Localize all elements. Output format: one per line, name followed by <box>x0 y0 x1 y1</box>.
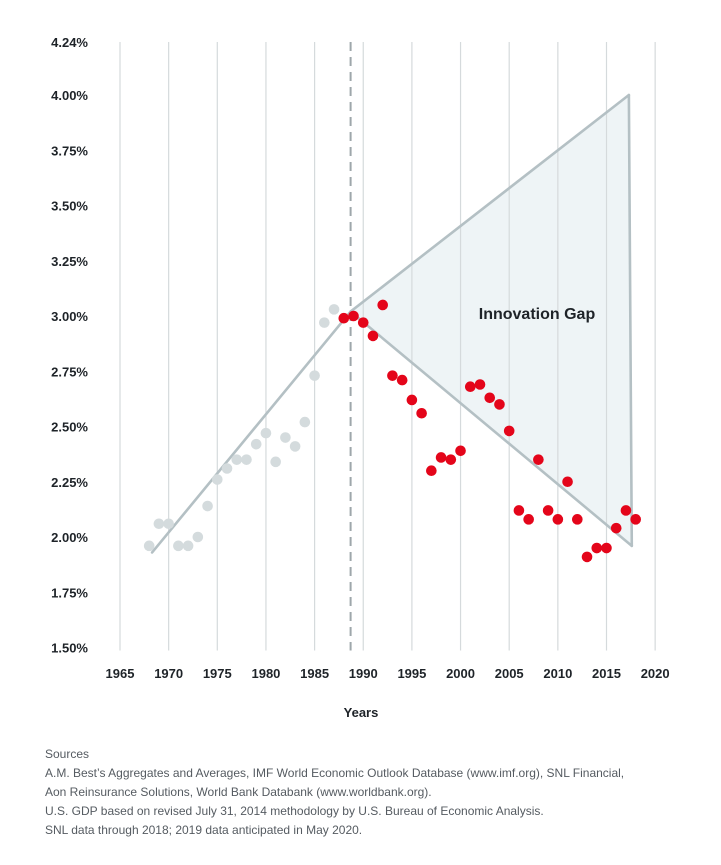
chart-area: 1.50% 1.75% 2.00% 2.25% 2.50% 2.75% 3.00% 3.25%… <box>51 35 670 720</box>
data-point <box>474 379 486 390</box>
source-line: U.S. GDP based on revised July 31, 2014 … <box>45 804 544 818</box>
data-point <box>377 299 389 311</box>
data-point <box>513 505 525 516</box>
source-line: Aon Reinsurance Solutions, World Bank Da… <box>45 785 432 799</box>
data-point <box>357 317 369 328</box>
data-point <box>241 454 252 465</box>
x-tick-label: 1970 <box>154 666 183 681</box>
x-axis-ticks: 1965 1970 1975 1980 1985 1990 1995 2000 2005 2010… <box>106 666 670 681</box>
data-point <box>299 416 311 428</box>
data-point <box>328 304 340 315</box>
data-point <box>610 522 622 534</box>
data-point <box>202 500 213 512</box>
data-point <box>435 452 447 463</box>
x-tick-label: 2015 <box>592 666 621 681</box>
x-tick-label: 2000 <box>446 666 475 681</box>
data-point <box>601 542 612 554</box>
data-point <box>270 456 281 468</box>
data-point <box>289 441 301 452</box>
data-point <box>416 407 427 419</box>
data-point <box>182 540 194 552</box>
data-point <box>367 330 379 342</box>
data-point <box>406 394 418 406</box>
x-tick-label: 2005 <box>495 666 524 681</box>
x-tick-label: 1975 <box>203 666 232 681</box>
x-tick-label: 1985 <box>300 666 329 681</box>
y-tick-label: 1.75% <box>51 585 88 600</box>
data-point <box>319 317 330 328</box>
data-point <box>396 374 408 386</box>
data-point <box>484 392 496 404</box>
data-point <box>464 381 476 393</box>
data-point <box>309 370 320 381</box>
data-point <box>280 432 291 443</box>
data-point <box>426 465 437 477</box>
trend-line <box>349 310 634 548</box>
y-axis-ticks: 1.50% 1.75% 2.00% 2.25% 2.50% 2.75% 3.00% 3.25%… <box>51 35 88 656</box>
sources-heading: Sources <box>45 747 90 761</box>
innovation-gap-annotation: Innovation Gap <box>479 306 596 323</box>
data-point <box>153 518 165 530</box>
data-points <box>143 299 641 563</box>
y-tick-label: 3.75% <box>51 143 88 158</box>
data-point <box>455 445 466 457</box>
source-line: SNL data through 2018; 2019 data anticip… <box>45 823 363 837</box>
data-point <box>387 370 398 381</box>
y-tick-label: 2.50% <box>51 420 88 435</box>
x-tick-label: 1965 <box>106 666 135 681</box>
data-point <box>542 505 554 516</box>
innovation-gap-region <box>350 95 632 546</box>
y-tick-label: 2.00% <box>51 530 88 545</box>
data-point <box>163 518 174 530</box>
data-point <box>562 476 573 488</box>
x-axis-label: Years <box>344 705 379 720</box>
y-tick-label: 2.25% <box>51 475 88 490</box>
data-point <box>620 505 632 516</box>
data-point <box>212 474 223 485</box>
y-tick-label: 3.25% <box>51 254 88 269</box>
data-point <box>445 454 457 465</box>
data-point <box>143 540 155 552</box>
data-point <box>630 514 641 525</box>
x-tick-label: 2010 <box>543 666 572 681</box>
data-point <box>231 454 243 465</box>
x-tick-label: 2020 <box>641 666 670 681</box>
data-point <box>591 542 603 554</box>
source-line: A.M. Best’s Aggregates and Averages, IMF… <box>45 766 625 780</box>
x-tick-label: 1995 <box>397 666 426 681</box>
y-tick-label: 4.24% <box>51 35 88 50</box>
data-point <box>523 514 534 525</box>
trend-line <box>349 93 631 313</box>
y-tick-label: 2.75% <box>51 364 88 379</box>
y-tick-label: 4.00% <box>51 88 88 103</box>
x-tick-label: 1990 <box>349 666 378 681</box>
gap-fill <box>350 95 632 546</box>
x-tick-label: 1980 <box>251 666 280 681</box>
trend-line <box>150 310 352 554</box>
data-point <box>581 551 593 563</box>
data-point <box>348 310 359 322</box>
data-point <box>494 399 505 410</box>
data-point <box>192 531 204 543</box>
data-point <box>250 438 262 450</box>
data-point <box>221 463 233 474</box>
sources-block: Sources A.M. Best’s Aggregates and Avera… <box>45 745 705 840</box>
trend-lines <box>150 93 634 554</box>
y-tick-label: 3.50% <box>51 199 88 214</box>
vertical-gridlines <box>119 41 656 651</box>
y-tick-label: 3.00% <box>51 309 88 324</box>
data-point <box>552 514 564 525</box>
trend-line <box>627 93 634 548</box>
y-tick-label: 1.50% <box>51 641 88 656</box>
data-point <box>173 540 184 552</box>
data-point <box>572 514 583 525</box>
data-point <box>260 427 272 439</box>
data-point <box>338 312 350 324</box>
data-point <box>503 425 515 437</box>
data-point <box>533 454 544 465</box>
